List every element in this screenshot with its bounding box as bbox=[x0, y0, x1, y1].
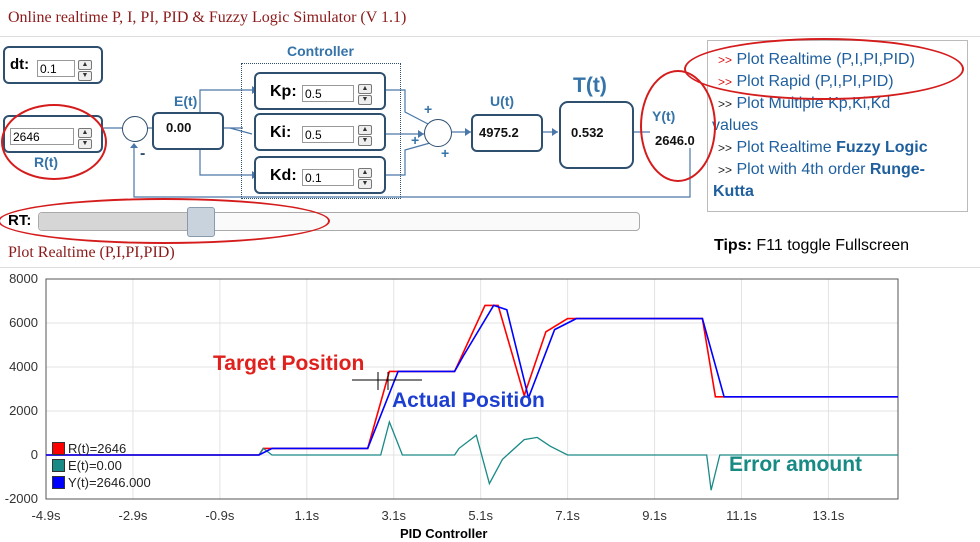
legend-swatch bbox=[52, 459, 65, 472]
ki-panel: Ki: 0.5 ▲ ▼ bbox=[254, 113, 386, 151]
legend-label: R(t)=2646 bbox=[68, 441, 127, 456]
spin-down-icon[interactable]: ▼ bbox=[78, 71, 92, 81]
tips-label: Tips: bbox=[714, 237, 752, 254]
ki-input[interactable]: 0.5 bbox=[302, 126, 354, 143]
plant-value: 0.532 bbox=[571, 125, 604, 140]
tips-content: F11 toggle Fullscreen bbox=[751, 237, 910, 254]
annotation-actual: Actual Position bbox=[392, 389, 545, 412]
chart-legend: R(t)=2646 E(t)=0.00 Y(t)=2646.000 bbox=[52, 440, 151, 491]
y-tick-label: 2000 bbox=[9, 403, 38, 418]
spin-up-icon[interactable]: ▲ bbox=[358, 168, 372, 178]
menu-item-label-bold: Fuzzy Logic bbox=[836, 139, 928, 156]
controller-group bbox=[241, 63, 401, 199]
highlight-setpoint bbox=[1, 104, 107, 180]
x-tick-label: 3.1s bbox=[381, 508, 407, 523]
plus-sign: + bbox=[411, 132, 420, 148]
output-block: 4975.2 bbox=[471, 114, 543, 152]
summing-junction bbox=[122, 116, 148, 142]
annotation-target: Target Position bbox=[213, 352, 365, 375]
legend-label: Y(t)=2646.000 bbox=[68, 475, 151, 490]
plot-heading: Plot Realtime (P,I,PI,PID) bbox=[8, 244, 175, 261]
output-value: 4975.2 bbox=[479, 125, 519, 140]
legend-swatch bbox=[52, 442, 65, 455]
kd-spinner[interactable]: ▲ ▼ bbox=[358, 168, 372, 189]
spin-down-icon[interactable]: ▼ bbox=[358, 136, 372, 146]
dt-label: dt: bbox=[10, 56, 30, 73]
error-block: 0.00 bbox=[152, 112, 224, 150]
output-label: U(t) bbox=[490, 93, 515, 109]
x-tick-label: -2.9s bbox=[118, 508, 148, 523]
error-value: 0.00 bbox=[166, 120, 192, 135]
x-tick-label: 5.1s bbox=[468, 508, 493, 523]
legend-item-y: Y(t)=2646.000 bbox=[52, 474, 151, 491]
kd-label: Kd: bbox=[270, 167, 297, 184]
kd-input[interactable]: 0.1 bbox=[302, 169, 354, 186]
minus-sign: - bbox=[140, 145, 146, 162]
series-line-y bbox=[46, 304, 898, 456]
menu-arrow-icon: >> bbox=[718, 141, 733, 155]
spin-down-icon[interactable]: ▼ bbox=[358, 179, 372, 189]
spin-up-icon[interactable]: ▲ bbox=[78, 60, 92, 70]
x-tick-label: -0.9s bbox=[205, 508, 235, 523]
x-tick-label: 13.1s bbox=[812, 508, 845, 523]
plus-sign: + bbox=[441, 145, 450, 161]
kd-panel: Kd: 0.1 ▲ ▼ bbox=[254, 156, 386, 194]
ki-label: Ki: bbox=[270, 124, 292, 141]
error-label: E(t) bbox=[174, 93, 198, 109]
legend-item-r: R(t)=2646 bbox=[52, 440, 151, 457]
y-tick-label: -2000 bbox=[4, 491, 38, 506]
menu-item-plot-rk4-cont[interactable]: Kutta bbox=[713, 183, 754, 200]
y-tick-label: 4000 bbox=[9, 359, 38, 374]
series-line-e bbox=[46, 419, 898, 491]
spin-up-icon[interactable]: ▲ bbox=[358, 125, 372, 135]
kp-spinner[interactable]: ▲ ▼ bbox=[358, 84, 372, 105]
highlight-output bbox=[640, 70, 716, 182]
annotation-error: Error amount bbox=[729, 453, 863, 476]
plant-label: T(t) bbox=[573, 74, 607, 97]
title-divider bbox=[0, 36, 980, 37]
ki-spinner[interactable]: ▲ ▼ bbox=[358, 125, 372, 146]
series-line-r bbox=[46, 304, 898, 456]
dt-spinner[interactable]: ▲ ▼ bbox=[78, 60, 92, 81]
y-tick-label: 6000 bbox=[9, 315, 38, 330]
page-title: Online realtime P, I, PI, PID & Fuzzy Lo… bbox=[8, 9, 407, 26]
x-tick-label: 1.1s bbox=[294, 508, 320, 523]
legend-item-e: E(t)=0.00 bbox=[52, 457, 151, 474]
y-tick-label: 0 bbox=[30, 447, 38, 462]
highlight-plot-realtime bbox=[684, 38, 964, 100]
highlight-rt-slider bbox=[0, 198, 330, 244]
kp-input[interactable]: 0.5 bbox=[302, 85, 354, 102]
plot-divider bbox=[0, 267, 980, 268]
kp-label: Kp: bbox=[270, 83, 297, 100]
legend-swatch bbox=[52, 476, 65, 489]
menu-item-plot-rk4[interactable]: >> Plot with 4th order Runge- bbox=[718, 161, 925, 179]
x-tick-label: 7.1s bbox=[555, 508, 580, 523]
y-tick-label: 8000 bbox=[9, 271, 38, 286]
menu-item-label-bold: Runge- bbox=[869, 161, 925, 178]
annotation-gap-marker bbox=[352, 372, 422, 390]
controller-summing-junction bbox=[424, 119, 452, 147]
spin-up-icon[interactable]: ▲ bbox=[358, 84, 372, 94]
menu-item-plot-multiple-cont[interactable]: values bbox=[712, 117, 759, 134]
x-axis-label: PID Controller bbox=[400, 526, 488, 541]
x-tick-label: -4.9s bbox=[31, 508, 61, 523]
plus-sign: + bbox=[424, 101, 433, 117]
menu-item-label: Plot Realtime bbox=[736, 139, 837, 156]
kp-panel: Kp: 0.5 ▲ ▼ bbox=[254, 72, 386, 110]
tips-text: Tips: F11 toggle Fullscreen bbox=[714, 237, 909, 255]
x-tick-label: 9.1s bbox=[642, 508, 667, 523]
dt-input[interactable]: 0.1 bbox=[37, 60, 75, 77]
spin-down-icon[interactable]: ▼ bbox=[358, 95, 372, 105]
controller-title: Controller bbox=[287, 43, 354, 59]
dt-panel: dt: 0.1 ▲ ▼ bbox=[3, 46, 103, 84]
legend-label: E(t)=0.00 bbox=[68, 458, 122, 473]
menu-item-label: Plot with 4th order bbox=[736, 161, 870, 178]
x-tick-label: 11.1s bbox=[726, 508, 757, 523]
menu-arrow-icon: >> bbox=[718, 97, 733, 111]
menu-item-plot-fuzzy[interactable]: >> Plot Realtime Fuzzy Logic bbox=[718, 139, 928, 157]
plot-frame bbox=[45, 278, 899, 500]
menu-arrow-icon: >> bbox=[718, 163, 733, 177]
plant-block: 0.532 bbox=[559, 101, 634, 169]
